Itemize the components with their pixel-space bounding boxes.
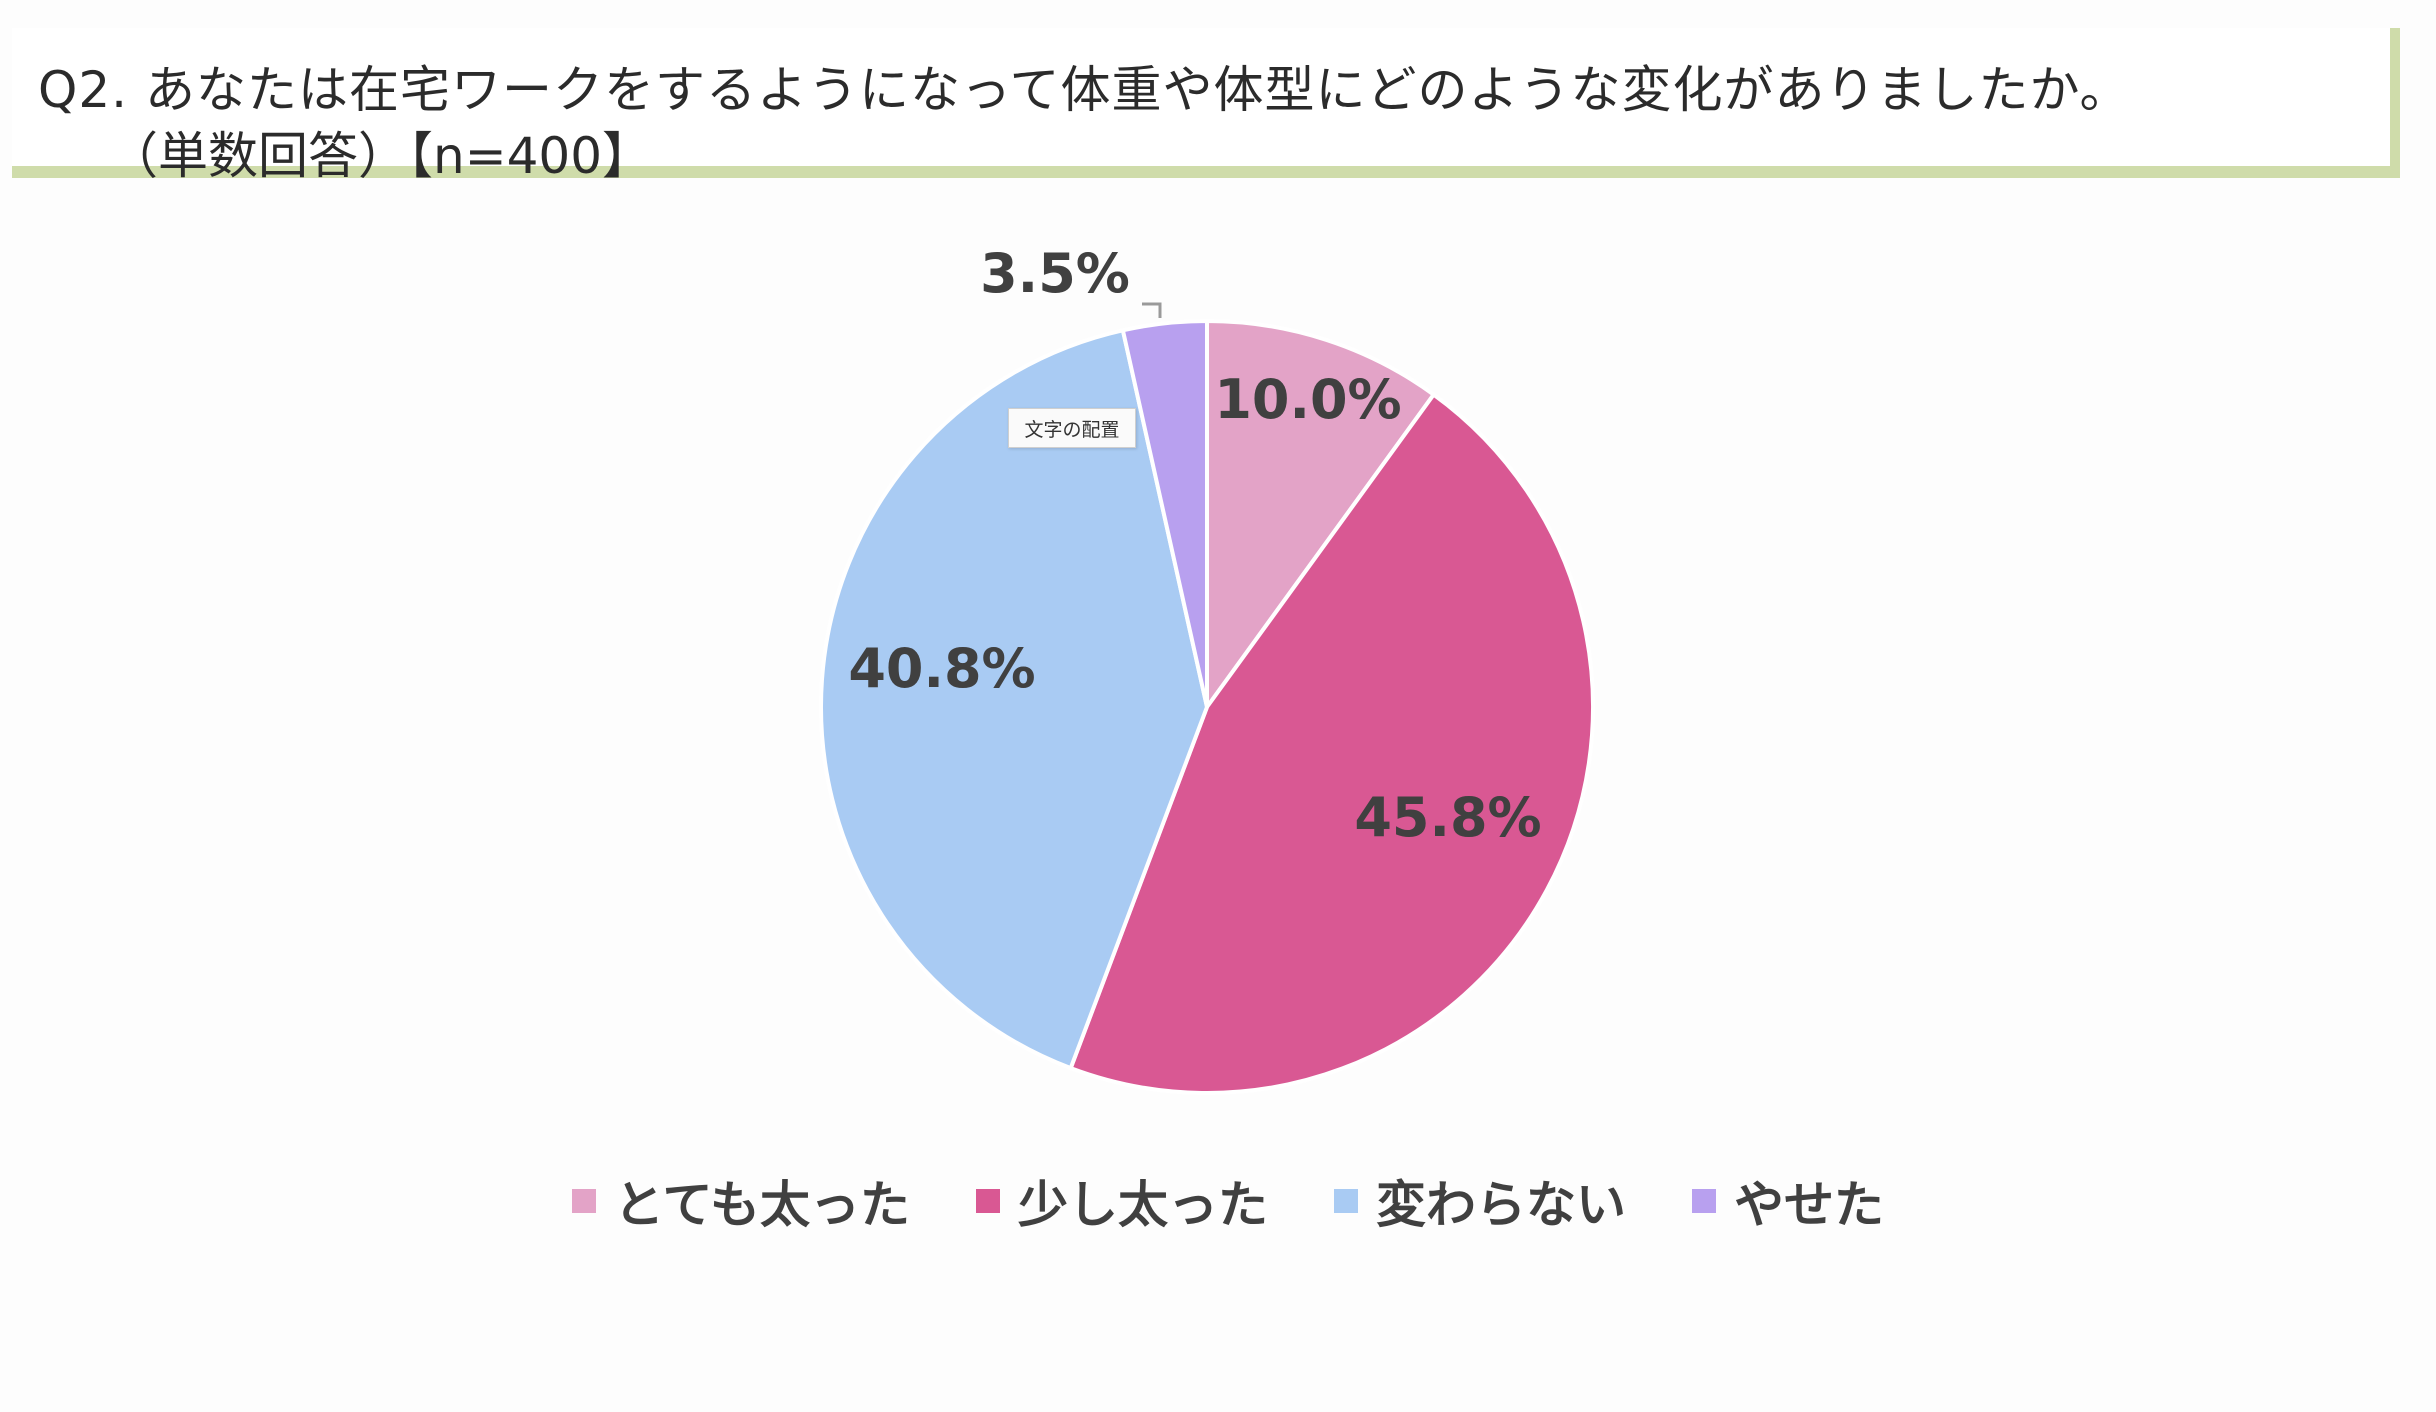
legend-swatch — [572, 1189, 596, 1213]
chart-legend: とても太った 少し太った 変わらない やせた — [572, 1165, 1884, 1237]
legend-label: やせた — [1734, 1176, 1884, 1234]
legend-item: 少し太った — [976, 1165, 1268, 1237]
pie-slice — [819, 327, 1210, 1071]
pie-slice — [1068, 391, 1595, 1095]
legend-label: 少し太った — [1018, 1176, 1268, 1234]
question-box: Q2. あなたは在宅ワークをするようになって体重や体型にどのような変化がありまし… — [12, 28, 2400, 185]
tooltip-text-placement: 文字の配置 — [1008, 408, 1136, 448]
legend-item: 変わらない — [1334, 1165, 1626, 1237]
legend-swatch — [976, 1189, 1000, 1213]
legend-swatch — [1334, 1189, 1358, 1213]
question-subtext: （単数回答）【n=400】 — [108, 127, 653, 185]
legend-swatch — [1692, 1189, 1716, 1213]
pie-slice — [1120, 318, 1209, 708]
legend-item: とても太った — [572, 1165, 910, 1237]
pie-slice — [1205, 318, 1437, 714]
legend-item: やせた — [1692, 1165, 1884, 1237]
slice-data-label: 3.5% — [980, 242, 1130, 305]
slice-data-label: 45.8% — [1354, 786, 1541, 849]
slice-data-label: 40.8% — [848, 637, 1035, 700]
legend-label: 変わらない — [1376, 1176, 1626, 1234]
slice-data-label: 10.0% — [1214, 368, 1401, 431]
legend-label: とても太った — [614, 1176, 910, 1234]
leader-line — [1142, 302, 1162, 318]
question-text: Q2. あなたは在宅ワークをするようになって体重や体型にどのような変化がありまし… — [38, 61, 2131, 119]
